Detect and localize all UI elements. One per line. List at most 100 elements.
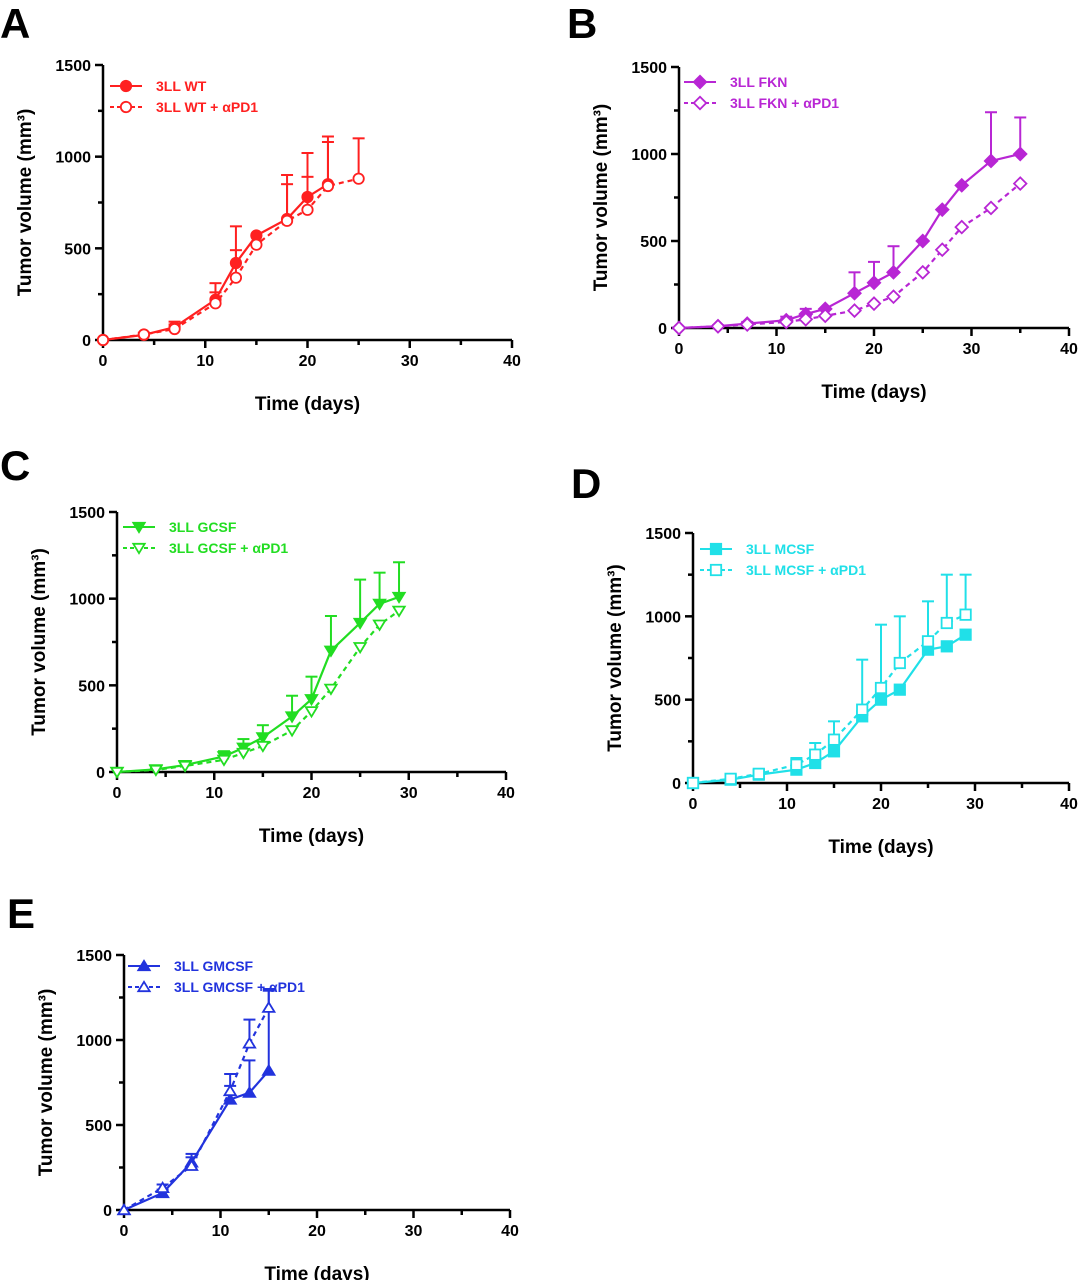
legend-entry: 3LL GCSF + αPD1 — [123, 540, 288, 556]
data-point — [671, 320, 687, 336]
data-point — [177, 760, 193, 773]
y-tick-label: 1000 — [76, 1033, 112, 1050]
data-point — [739, 317, 755, 332]
y-axis-label: Tumor volume (mm³) — [29, 548, 50, 736]
x-tick-label: 20 — [865, 341, 883, 358]
x-tick-label: 0 — [675, 341, 684, 358]
data-point — [261, 1063, 277, 1076]
x-tick-label: 40 — [1060, 341, 1078, 358]
data-point — [222, 1084, 238, 1097]
y-tick-label: 1500 — [645, 526, 681, 543]
data-point — [934, 202, 950, 218]
data-point — [940, 640, 953, 653]
legend-label: 3LL FKN + αPD1 — [730, 95, 839, 111]
x-tick-label: 30 — [966, 796, 984, 813]
x-tick-label: 40 — [503, 353, 521, 370]
data-point — [284, 725, 300, 738]
data-point — [352, 617, 368, 630]
y-tick-label: 500 — [654, 693, 681, 710]
data-point — [323, 645, 339, 658]
x-tick-label: 0 — [99, 353, 108, 370]
x-axis-label: Time (days) — [255, 394, 360, 415]
series-line — [102, 177, 359, 342]
data-point — [229, 271, 243, 284]
y-axis-label: Tumor volume (mm³) — [591, 104, 612, 292]
legend-entry: 3LL FKN — [684, 74, 787, 90]
y-axis-label: Tumor volume (mm³) — [15, 109, 36, 297]
legend-label: 3LL GCSF — [169, 519, 237, 535]
data-point — [752, 767, 765, 780]
x-tick-label: 40 — [1060, 796, 1078, 813]
data-point — [1012, 176, 1028, 192]
x-tick-label: 40 — [497, 785, 515, 802]
data-point — [983, 200, 999, 216]
data-point — [686, 776, 700, 790]
data-point — [959, 628, 972, 641]
x-tick-label: 0 — [120, 1223, 129, 1240]
data-point — [137, 328, 150, 341]
data-point — [209, 297, 222, 310]
legend-marker — [136, 980, 152, 993]
x-tick-label: 40 — [501, 1223, 519, 1240]
data-point — [216, 754, 232, 767]
data-point — [155, 1180, 170, 1193]
data-point — [304, 694, 319, 707]
data-point — [710, 318, 726, 334]
series-line — [678, 182, 1021, 330]
x-tick-label: 30 — [401, 353, 419, 370]
data-point — [886, 264, 901, 280]
panel-letter: C — [0, 442, 30, 489]
panel-a: A 0 10 20 30 40 0 500 1000 1500 Time (days) Tumor v… — [0, 0, 521, 415]
data-point — [372, 619, 387, 632]
legend-marker — [119, 100, 133, 114]
series-2 — [686, 573, 972, 790]
legend-entry: 3LL MCSF + αPD1 — [700, 562, 866, 578]
panel-letter: A — [0, 0, 30, 47]
data-point — [874, 681, 888, 695]
series-2 — [116, 989, 277, 1216]
legend-label: 3LL FKN — [730, 74, 787, 90]
legend-marker — [692, 74, 708, 90]
data-point — [148, 764, 164, 777]
data-point — [1012, 146, 1028, 162]
legend-entry: 3LL GCSF — [123, 519, 237, 535]
data-point — [959, 608, 972, 621]
y-tick-label: 1500 — [69, 505, 105, 522]
series-1 — [96, 135, 335, 347]
series-line — [102, 183, 329, 342]
y-tick-label: 1000 — [645, 609, 681, 626]
legend-label: 3LL MCSF — [746, 541, 815, 557]
legend-marker — [692, 95, 708, 111]
series-2 — [109, 605, 407, 779]
data-point — [321, 179, 335, 193]
y-tick-label: 0 — [82, 333, 91, 350]
legend-label: 3LL MCSF + αPD1 — [746, 562, 866, 578]
series-line — [123, 1007, 270, 1211]
series-1 — [116, 988, 277, 1216]
data-point — [222, 1092, 238, 1105]
legend-label: 3LL GMCSF + αPD1 — [174, 979, 305, 995]
legend-entry: 3LL MCSF — [700, 541, 815, 557]
data-point — [96, 333, 110, 347]
data-point — [886, 289, 901, 305]
x-tick-label: 20 — [303, 785, 321, 802]
data-point — [809, 748, 822, 761]
data-point — [921, 635, 935, 648]
x-axis-label: Time (days) — [259, 826, 364, 847]
data-point — [790, 758, 803, 771]
panel-c: C 0 10 20 30 40 0 500 1000 1500 Time (days) Tumor v… — [0, 442, 515, 847]
series-line — [678, 152, 1021, 330]
series-2 — [96, 137, 365, 347]
data-point — [983, 153, 999, 169]
data-point — [261, 1000, 277, 1013]
data-point — [168, 322, 181, 336]
x-tick-label: 20 — [308, 1223, 326, 1240]
data-point — [352, 172, 365, 185]
data-point — [109, 766, 125, 779]
legend-entry: 3LL GMCSF — [128, 958, 254, 974]
data-point — [798, 311, 814, 327]
data-point — [391, 591, 407, 604]
y-tick-label: 0 — [658, 321, 667, 338]
data-point — [372, 598, 387, 611]
y-tick-label: 1000 — [631, 147, 667, 164]
